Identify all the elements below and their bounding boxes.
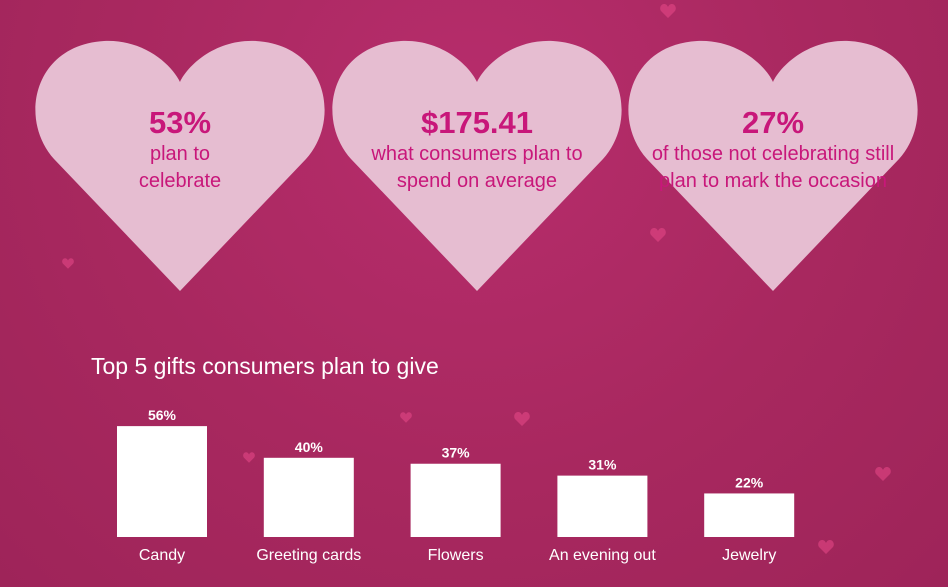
category-label: Candy <box>139 547 185 564</box>
stat-label: of those not celebrating still plan to m… <box>651 143 895 192</box>
bar-jewelry <box>704 493 795 537</box>
data-label: 56% <box>148 407 177 423</box>
heart-icon <box>332 40 622 291</box>
bar-an-evening-out <box>557 475 648 537</box>
heart-icon <box>35 40 325 291</box>
decorative-heart-icon <box>400 412 412 423</box>
stat-heart-celebrate: 53% plan to celebrate <box>32 37 328 291</box>
bar-greeting-cards <box>263 457 354 537</box>
heart-icon <box>628 40 918 291</box>
decorative-heart-icon <box>818 540 834 554</box>
decorative-heart-icon <box>243 452 255 463</box>
data-label: 37% <box>442 445 471 461</box>
decorative-heart-icon <box>514 412 530 426</box>
bar-candy <box>117 426 207 537</box>
data-label: 40% <box>295 439 324 455</box>
stat-heart-spend: $175.41 what consumers plan to spend on … <box>329 37 625 291</box>
decorative-heart-icon <box>660 4 676 18</box>
decorative-heart-icon <box>875 467 891 481</box>
stat-label: what consumers plan to spend on average <box>371 143 583 192</box>
category-label: Flowers <box>428 547 484 564</box>
decorative-heart-icon <box>62 258 74 269</box>
stat-value: 27% <box>741 105 805 140</box>
stat-value: $175.41 <box>420 105 534 140</box>
chart-title: Top 5 gifts consumers plan to give <box>91 353 439 379</box>
stat-heart-not-celebrating: 27% of those not celebrating still plan … <box>625 37 921 291</box>
category-label: An evening out <box>549 547 656 564</box>
data-label: 22% <box>735 474 764 490</box>
category-label: Jewelry <box>722 547 776 564</box>
decorative-heart-icon <box>650 228 666 242</box>
bar-flowers <box>410 463 501 537</box>
stat-value: 53% <box>148 105 212 140</box>
data-label: 31% <box>588 457 617 473</box>
category-label: Greeting cards <box>256 547 361 564</box>
stat-label: plan to celebrate <box>138 143 222 192</box>
